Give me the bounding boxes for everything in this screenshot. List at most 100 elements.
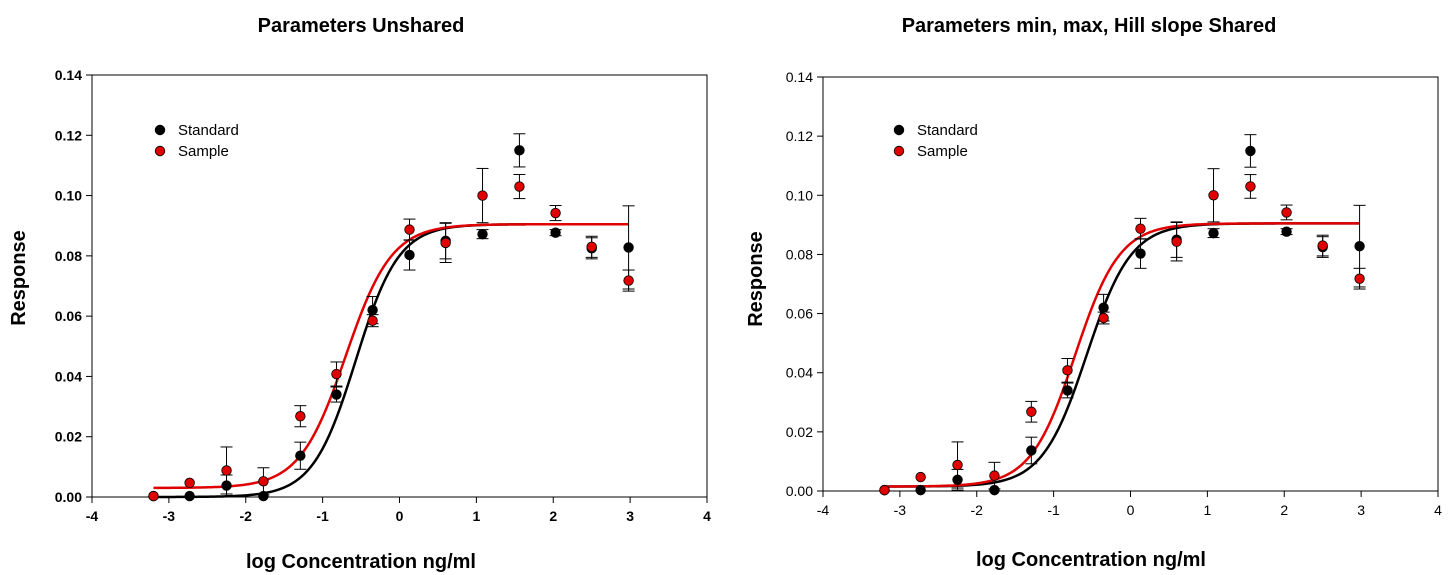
y-axis-label: Response [745,231,767,327]
data-point-sample [404,224,415,235]
chart-unshared: Parameters Unshared log Concentration ng… [8,15,711,573]
data-point-standard [404,249,415,261]
x-tick-label: 2 [1280,502,1288,518]
y-tick-label: 0.12 [786,128,813,144]
data-point-standard [1098,302,1109,313]
x-tick-label: 0 [1127,502,1135,518]
data-point-sample [148,490,159,502]
x-tick-label: -2 [971,502,984,518]
fit-curve-standard [884,222,1360,488]
x-tick-label: 0 [396,508,404,524]
x-tick-label: 1 [1203,502,1211,518]
data-point-standard [550,227,561,238]
legend-marker-sample [893,145,905,157]
data-point-sample [1135,223,1146,234]
data-point-standard [989,484,1000,496]
legend-marker-sample [154,145,166,157]
data-point-sample [477,190,488,201]
x-tick-label: 4 [703,508,711,524]
y-tick-label: 0.04 [55,368,82,384]
legend-label-sample: Sample [178,143,229,160]
x-axis-label: log Concentration ng/ml [976,549,1206,571]
plot-frame [822,76,1439,492]
legend-label-sample: Sample [917,143,968,160]
data-point-standard [1135,248,1146,259]
data-point-standard [1062,385,1073,396]
data-point-sample [1317,240,1328,251]
legend-marker-standard [154,124,166,136]
x-tick-label: 3 [1357,502,1365,518]
fit-curve-standard [153,222,629,499]
x-tick-label: 2 [549,508,557,524]
data-point-standard [514,145,525,156]
data-point-sample [1245,181,1256,192]
y-tick-label: 0.14 [55,67,82,83]
y-tick-label: 0.02 [786,424,813,440]
y-tick-label: 0.04 [786,365,813,381]
y-tick-label: 0.08 [55,248,82,264]
y-tick-label: 0.02 [55,429,82,445]
data-point-sample [915,471,926,483]
data-point-sample [623,275,634,286]
data-point-sample [586,241,597,253]
data-point-standard [1245,145,1256,157]
chart-panel-unshared: Parameters Unshared log Concentration ng… [8,15,711,573]
data-point-sample [1098,312,1109,324]
data-point-sample [258,476,269,487]
y-tick-label: 0.08 [786,246,813,262]
data-point-standard [258,490,269,502]
x-axis-label: log Concentration ng/ml [246,551,476,573]
data-point-standard [1354,240,1365,252]
data-point-standard [331,389,342,400]
data-point-sample [367,315,378,326]
data-point-standard [295,450,306,461]
data-point-sample [184,477,195,489]
data-point-sample [952,459,963,471]
y-tick-label: 0.10 [55,188,82,204]
data-point-standard [952,474,963,485]
legend-marker-standard [893,124,905,136]
y-tick-label: 0.10 [786,187,813,203]
legend-label-standard: Standard [917,122,978,139]
data-point-sample [550,207,561,219]
x-tick-label: -4 [817,502,830,518]
fit-curve-sample [884,222,1360,488]
legend-label-standard: Standard [178,122,239,139]
data-point-standard [623,242,634,253]
data-point-sample [1208,190,1219,201]
x-tick-label: 1 [472,508,480,524]
data-point-standard [477,228,488,240]
y-axis-label: Response [8,230,30,326]
x-tick-label: -1 [316,508,329,524]
data-point-sample [1062,365,1073,376]
data-point-standard [1026,445,1037,456]
data-point-sample [879,484,890,496]
data-point-sample [514,181,525,192]
chart-shared: Parameters min, max, Hill slope Shared l… [745,15,1442,571]
x-tick-label: -4 [86,508,99,524]
x-tick-label: -3 [163,508,176,524]
data-point-standard [1208,227,1219,239]
y-tick-label: 0.06 [786,306,813,322]
x-tick-label: -2 [240,508,253,524]
x-tick-label: -1 [1047,502,1060,518]
y-tick-label: 0.00 [786,483,813,499]
fit-curve-sample [153,222,629,490]
chart-title: Parameters Unshared [258,15,465,37]
data-point-sample [440,237,451,249]
y-tick-label: 0.12 [55,127,82,143]
data-point-sample [221,465,232,476]
y-tick-label: 0.14 [786,69,813,85]
data-point-standard [184,490,195,502]
data-point-standard [367,304,378,316]
x-tick-label: 3 [626,508,634,524]
data-point-sample [1026,406,1037,417]
data-point-sample [331,368,342,380]
data-point-standard [1281,226,1292,237]
data-point-sample [295,411,306,422]
data-point-sample [1171,236,1182,247]
x-tick-label: -3 [894,502,907,518]
data-point-standard [915,484,926,496]
x-tick-label: 4 [1434,502,1442,518]
data-point-standard [221,480,232,491]
